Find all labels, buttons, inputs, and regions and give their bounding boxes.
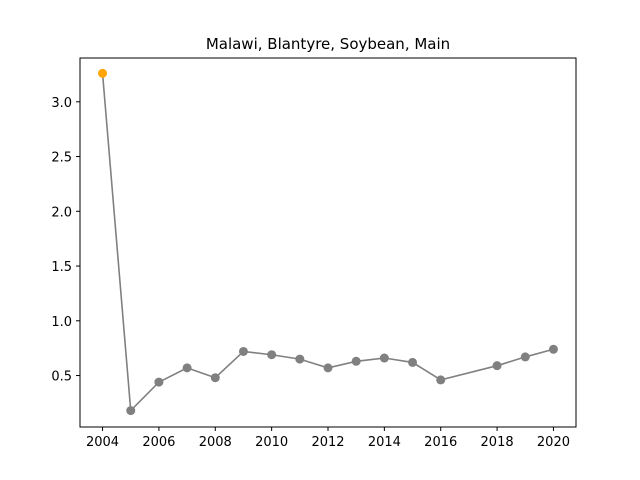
- data-point: [351, 356, 361, 366]
- y-tick-label: 0.5: [51, 370, 72, 385]
- data-point: [210, 373, 220, 383]
- y-axis: 0.5 1.0 1.5 2.0 2.5 3.0: [51, 96, 80, 385]
- data-point: [182, 363, 192, 373]
- data-point: [379, 353, 389, 363]
- data-point: [323, 363, 333, 373]
- x-tick-label: 2018: [481, 435, 514, 450]
- x-tick-label: 2004: [86, 435, 119, 450]
- chart-title: Malawi, Blantyre, Soybean, Main: [206, 35, 450, 53]
- x-axis: 2004 2006 2008 2010 2012 2014 2016 2018 2020: [86, 427, 570, 450]
- data-point: [548, 344, 558, 354]
- y-tick-label: 3.0: [51, 96, 72, 111]
- series-layer: [98, 68, 558, 416]
- data-point: [267, 350, 277, 360]
- data-point: [408, 357, 418, 367]
- data-point: [436, 375, 446, 385]
- x-tick-label: 2012: [311, 435, 344, 450]
- x-tick-label: 2008: [199, 435, 232, 450]
- data-point: [520, 352, 530, 362]
- x-tick-label: 2006: [142, 435, 175, 450]
- y-tick-label: 2.5: [51, 151, 72, 166]
- x-tick-label: 2020: [537, 435, 570, 450]
- data-point: [126, 406, 136, 416]
- x-tick-label: 2014: [368, 435, 401, 450]
- data-point: [238, 346, 248, 356]
- data-point: [492, 361, 502, 371]
- data-point: [154, 377, 164, 387]
- highlight-point: [98, 68, 108, 78]
- series-line: [101, 73, 554, 413]
- data-point: [295, 354, 305, 364]
- x-tick-label: 2010: [255, 435, 288, 450]
- y-tick-label: 2.0: [51, 205, 72, 220]
- y-tick-label: 1.5: [51, 260, 72, 275]
- x-tick-label: 2016: [424, 435, 457, 450]
- y-tick-label: 1.0: [51, 315, 72, 330]
